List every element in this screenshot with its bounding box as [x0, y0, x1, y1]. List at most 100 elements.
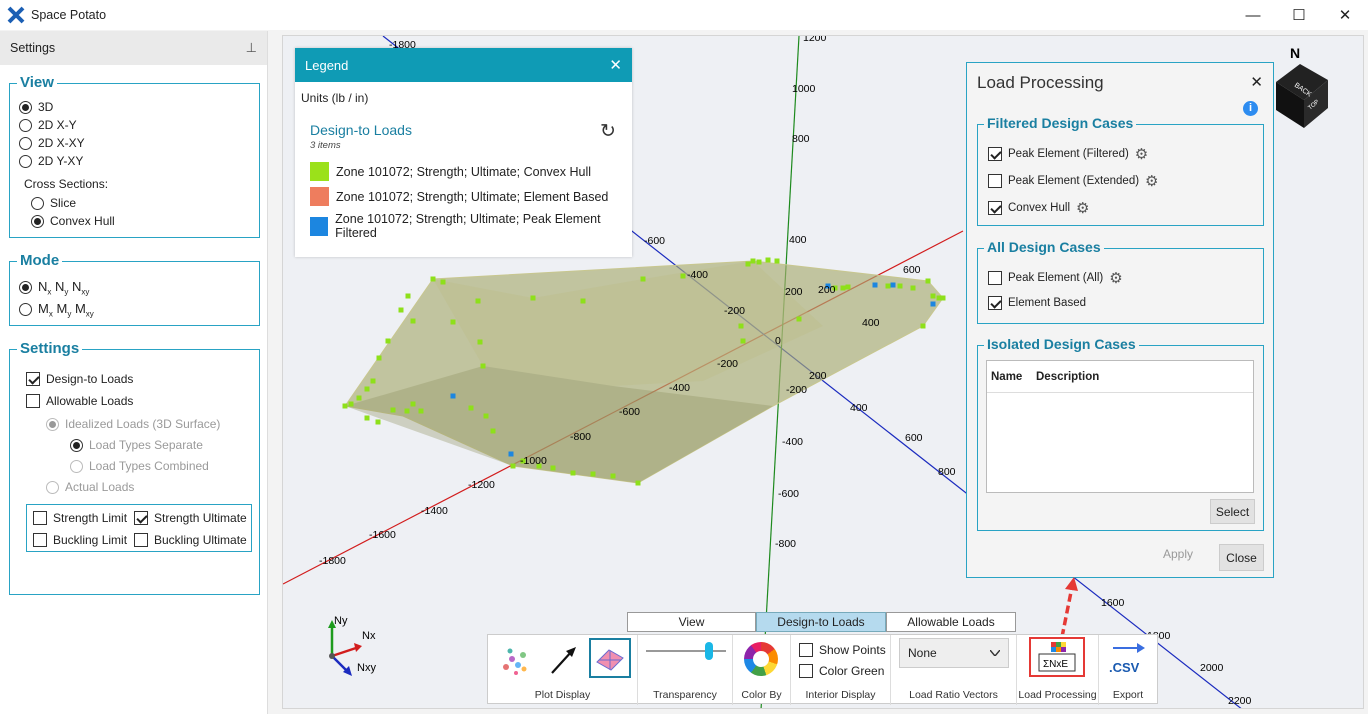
color-green-checkbox[interactable]: Color Green [799, 664, 884, 678]
load-point-peak [890, 282, 896, 288]
legend-item-count: 3 items [310, 140, 341, 151]
checkbox-icon[interactable] [33, 533, 47, 547]
pin-icon[interactable]: ⊥ [245, 40, 257, 55]
tab-design-to-loads[interactable]: Design-to Loads [756, 612, 886, 632]
show-points-checkbox[interactable]: Show Points [799, 643, 886, 657]
info-icon[interactable]: i [1243, 101, 1258, 116]
legend-close-icon[interactable]: ✕ [609, 57, 622, 74]
gear-icon[interactable]: ⚙ [1076, 200, 1090, 217]
mode-option-n[interactable]: Nx Ny Nxy [19, 279, 89, 297]
load-point [832, 285, 838, 291]
gear-icon[interactable]: ⚙ [1134, 146, 1149, 163]
view-option-2d-x-y[interactable]: 2D X-Y [19, 118, 77, 132]
load-point-peak [825, 283, 831, 289]
checkbox-icon[interactable] [988, 147, 1002, 161]
vector-arrow-icon[interactable] [546, 643, 580, 677]
cross-section-convex-hull[interactable]: Convex Hull [31, 214, 115, 228]
convex-hull-checkbox[interactable]: Convex Hull ⚙ [988, 199, 1089, 217]
checkbox-icon[interactable] [26, 372, 40, 386]
view-cube[interactable]: N BACK TOP [1270, 42, 1340, 132]
minimize-button[interactable]: — [1245, 6, 1261, 24]
checkbox-icon[interactable] [988, 296, 1002, 310]
radio-icon[interactable] [19, 154, 32, 168]
scatter-plot-icon[interactable] [498, 643, 532, 677]
3d-plot-canvas[interactable]: -1800 -1600 -1400 -1200 -1000 -800 -600 -400 -20… [283, 36, 1364, 709]
radio-icon[interactable] [31, 214, 44, 228]
tab-allowable-loads[interactable]: Allowable Loads [886, 612, 1016, 632]
refresh-icon[interactable]: ↻ [600, 121, 616, 142]
transparency-label: Transparency [653, 689, 717, 701]
column-header-description[interactable]: Description [1036, 370, 1100, 383]
radio-icon[interactable] [19, 100, 32, 114]
radio-icon[interactable] [19, 303, 32, 317]
legend-swatch [310, 216, 329, 236]
gear-icon[interactable]: ⚙ [1109, 270, 1123, 287]
checkbox-icon[interactable] [988, 271, 1002, 285]
checkbox-icon[interactable] [134, 533, 148, 547]
radio-icon[interactable] [46, 417, 59, 431]
apply-button[interactable]: Apply [1163, 547, 1194, 561]
checkbox-icon[interactable] [988, 174, 1002, 188]
load-processing-label: Load Processing [1018, 689, 1097, 701]
checkbox-icon[interactable] [134, 511, 148, 525]
checkbox-icon[interactable] [799, 664, 813, 678]
surface-plot-icon[interactable] [589, 638, 631, 678]
gear-icon[interactable]: ⚙ [1145, 173, 1159, 190]
mode-option-m[interactable]: Mx My Mxy [19, 301, 94, 319]
cross-section-slice[interactable]: Slice [31, 196, 76, 210]
peak-element-extended-checkbox[interactable]: Peak Element (Extended) ⚙ [988, 172, 1159, 190]
color-wheel-icon[interactable] [744, 642, 778, 676]
load-point [910, 285, 916, 291]
load-point [745, 261, 751, 267]
buckling-limit-checkbox[interactable]: Buckling Limit [33, 533, 127, 547]
radio-icon[interactable] [19, 136, 32, 150]
load-point [885, 283, 891, 289]
view-option-2d-y-xy[interactable]: 2D Y-XY [19, 154, 83, 168]
csv-export-icon[interactable]: .CSV [1109, 641, 1149, 677]
allowable-loads-checkbox[interactable]: Allowable Loads [26, 394, 133, 408]
view-option-2d-x-xy[interactable]: 2D X-XY [19, 136, 85, 150]
radio-icon[interactable] [19, 118, 32, 132]
strength-limit-checkbox[interactable]: Strength Limit [33, 511, 127, 525]
strength-ultimate-checkbox[interactable]: Strength Ultimate [134, 511, 247, 525]
view-option-3d[interactable]: 3D [19, 100, 53, 114]
load-ratio-dropdown[interactable]: None [899, 638, 1009, 668]
load-point [475, 298, 481, 304]
load-point-peak [508, 451, 514, 457]
tab-view[interactable]: View [627, 612, 756, 632]
radio-icon[interactable] [19, 281, 32, 295]
radio-icon[interactable] [70, 438, 83, 452]
peak-element-all-checkbox[interactable]: Peak Element (All) ⚙ [988, 269, 1123, 287]
load-types-combined-radio[interactable]: Load Types Combined [70, 459, 209, 473]
element-based-checkbox[interactable]: Element Based [988, 296, 1086, 310]
load-point [756, 259, 762, 265]
design-to-loads-checkbox[interactable]: Design-to Loads [26, 372, 133, 386]
limit-ultimate-box: Strength Limit Strength Ultimate Bucklin… [26, 504, 252, 552]
load-processing-button[interactable]: ΣNxE [1029, 637, 1085, 677]
isolated-cases-table[interactable]: Name Description [986, 360, 1254, 493]
checkbox-icon[interactable] [26, 394, 40, 408]
transparency-slider-thumb[interactable] [705, 642, 714, 660]
idealized-loads-radio[interactable]: Idealized Loads (3D Surface) [46, 417, 220, 431]
close-button[interactable]: Close [1219, 544, 1264, 571]
buckling-ultimate-checkbox[interactable]: Buckling Ultimate [134, 533, 247, 547]
radio-icon[interactable] [46, 480, 59, 494]
load-types-separate-radio[interactable]: Load Types Separate [70, 438, 203, 452]
load-processing-close-icon[interactable]: ✕ [1250, 74, 1263, 91]
checkbox-icon[interactable] [988, 201, 1002, 215]
legend-item-label: Zone 101072; Strength; Ultimate; Element… [336, 189, 609, 204]
radio-label: Actual Loads [65, 480, 135, 494]
maximize-button[interactable]: ☐ [1292, 7, 1306, 24]
select-button[interactable]: Select [1210, 499, 1255, 524]
column-header-name[interactable]: Name [991, 370, 1023, 383]
load-point-peak [930, 301, 936, 307]
radio-icon[interactable] [70, 459, 83, 473]
transparency-slider-track[interactable] [646, 650, 726, 652]
peak-element-filtered-checkbox[interactable]: Peak Element (Filtered) ⚙ [988, 145, 1148, 163]
radio-icon[interactable] [31, 196, 44, 210]
checkbox-icon[interactable] [33, 511, 47, 525]
load-point [845, 284, 851, 290]
checkbox-icon[interactable] [799, 643, 813, 657]
actual-loads-radio[interactable]: Actual Loads [46, 480, 134, 494]
close-window-button[interactable]: ✕ [1338, 7, 1352, 24]
